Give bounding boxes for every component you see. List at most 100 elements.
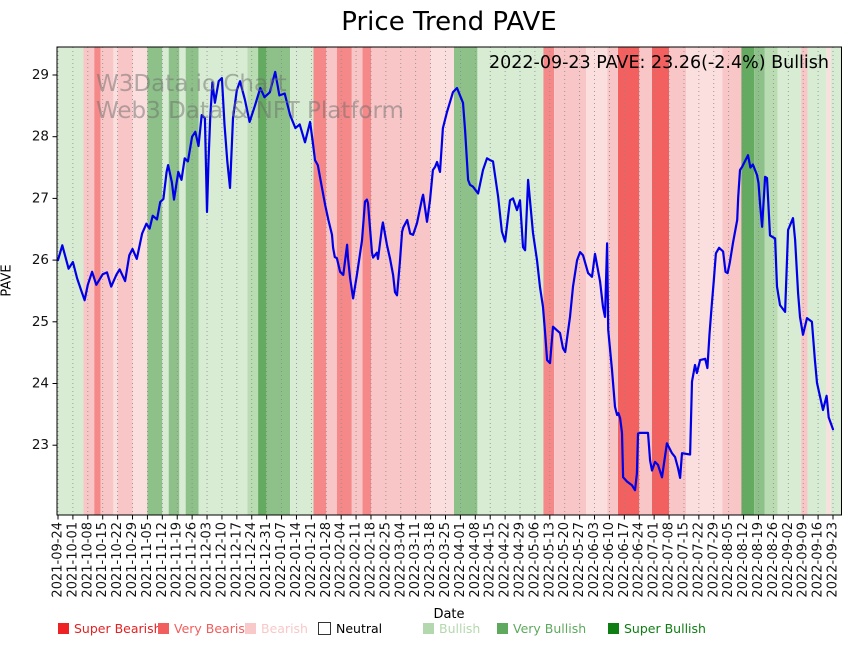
x-tick-label: 2022-08-05 [721, 522, 736, 598]
sentiment-band-bearish [669, 47, 687, 515]
sentiment-band-bearish [371, 47, 431, 515]
sentiment-band-bullish [290, 47, 314, 515]
sentiment-band-bullish [57, 47, 84, 515]
sentiment-band-super_bullish [741, 47, 755, 515]
x-tick-label: 2022-03-04 [393, 522, 408, 598]
y-tick-label: 25 [32, 314, 49, 330]
sentiment-band-bullish [162, 47, 169, 515]
sentiment-band-bearish [351, 47, 363, 515]
x-tick-label: 2022-09-16 [811, 522, 826, 598]
legend-item-neutral: Neutral [318, 621, 382, 636]
sentiment-band-very_bullish [454, 47, 478, 515]
y-axis-label: PAVE [0, 264, 15, 297]
sentiment-band-bullish [477, 47, 544, 515]
y-tick-label: 29 [32, 67, 49, 83]
x-tick-label: 2021-11-12 [155, 522, 170, 598]
sentiment-band-very_bullish [754, 47, 765, 515]
sentiment-band-bearish [100, 47, 114, 515]
sentiment-band-bullish [830, 47, 842, 515]
sentiment-band-very_bullish [266, 47, 291, 515]
y-tick-label: 26 [32, 252, 49, 268]
legend-label-bearish: Bearish [261, 621, 308, 636]
x-tick-label: 2021-10-08 [80, 522, 95, 598]
legend-swatch-bullish [423, 623, 434, 634]
sentiment-band-bearish [639, 47, 652, 515]
x-tick-label: 2022-09-02 [781, 522, 796, 598]
price-line [56, 70, 835, 492]
sentiment-band-bearish [722, 47, 742, 515]
x-tick-label: 2022-04-08 [468, 522, 483, 598]
y-tick-label: 24 [32, 376, 49, 392]
latest-value-annotation: 2022-09-23 PAVE: 23.26(-2.4%) Bullish [488, 53, 829, 73]
legend-label-neutral: Neutral [336, 621, 383, 636]
x-tick-label: 2021-10-01 [65, 522, 80, 598]
legend-item-super-bullish: Super Bullish [608, 621, 706, 636]
x-tick-label: 2022-04-22 [498, 522, 513, 598]
y-tick-label: 23 [32, 437, 49, 453]
x-tick-label: 2022-06-24 [632, 522, 647, 598]
x-tick-label: 2022-04-01 [453, 522, 468, 598]
x-tick-label: 2022-07-01 [647, 522, 662, 598]
x-tick-label: 2022-05-27 [572, 522, 587, 598]
sentiment-band-bullish_mid [764, 47, 778, 515]
legend-item-bearish: Bearish [245, 621, 308, 636]
x-tick-label: 2021-12-31 [259, 522, 274, 598]
x-tick-label: 2022-04-29 [513, 522, 528, 598]
x-tick-label: 2022-06-17 [617, 522, 632, 598]
legend-label-bullish: Bullish [439, 621, 481, 636]
x-tick-label: 2021-10-22 [110, 522, 125, 598]
watermark-line1: W3Data.io Chart [96, 71, 287, 97]
y-tick-label: 28 [32, 129, 49, 145]
legend-label-very-bullish: Very Bullish [513, 621, 587, 636]
x-tick-label: 2022-08-19 [751, 522, 766, 598]
sentiment-band-very_bullish [147, 47, 163, 515]
x-tick-label: 2022-01-21 [304, 522, 319, 598]
sentiment-band-very_bearish [362, 47, 371, 515]
x-tick-label: 2021-11-05 [140, 522, 155, 598]
sentiment-band-bearish [801, 47, 808, 515]
x-tick-label: 2021-10-29 [125, 522, 140, 598]
sentiment-band-super_bullish [258, 47, 267, 515]
sentiment-band-bullish_mid [247, 47, 259, 515]
x-tick-label: 2022-08-12 [736, 522, 751, 598]
sentiment-band-bearish_light [113, 47, 118, 515]
y-tick-label: 27 [32, 190, 49, 206]
sentiment-band-super_bearish [652, 47, 669, 515]
x-tick-label: 2021-12-03 [200, 522, 215, 598]
legend-swatch-bearish [245, 623, 256, 634]
x-tick-label: 2022-05-13 [542, 522, 557, 598]
sentiment-band-very_bullish [185, 47, 199, 515]
page-title: Price Trend PAVE [341, 7, 557, 37]
legend-swatch-super-bearish [58, 623, 69, 634]
x-tick-label: 2022-07-15 [676, 522, 691, 598]
x-tick-label: 2022-07-08 [662, 522, 677, 598]
sentiment-band-bullish [777, 47, 801, 515]
x-tick-label: 2021-11-26 [185, 522, 200, 598]
x-tick-label: 2022-02-18 [363, 522, 378, 598]
legend-label-super-bearish: Super Bearish [74, 621, 162, 636]
legend-swatch-super-bullish [608, 623, 619, 634]
x-tick-label: 2022-03-18 [423, 522, 438, 598]
legend-swatch-very-bullish [497, 623, 508, 634]
sentiment-band-super_bearish [618, 47, 640, 515]
legend-swatch-neutral [318, 622, 331, 635]
watermark-line2: Web3 Data & NFT Platform [96, 98, 404, 124]
legend-item-very-bearish: Very Bearish [158, 621, 253, 636]
sentiment-band-bullish [179, 47, 186, 515]
x-tick-label: 2022-09-23 [825, 522, 840, 598]
sentiment-band-bearish [554, 47, 586, 515]
sentiment-band-bearish_light [686, 47, 723, 515]
sentiment-band-bearish [607, 47, 618, 515]
x-tick-label: 2021-12-24 [244, 522, 259, 598]
x-tick-label: 2021-10-15 [95, 522, 110, 598]
x-tick-label: 2022-03-25 [438, 522, 453, 598]
legend-swatch-very-bearish [158, 623, 169, 634]
legend-item-bullish: Bullish [423, 621, 480, 636]
x-tick-label: 2022-06-10 [602, 522, 617, 598]
x-tick-label: 2022-08-26 [766, 522, 781, 598]
x-tick-label: 2021-11-19 [170, 522, 185, 598]
x-tick-label: 2022-01-07 [274, 522, 289, 598]
x-tick-label: 2021-12-10 [214, 522, 229, 598]
